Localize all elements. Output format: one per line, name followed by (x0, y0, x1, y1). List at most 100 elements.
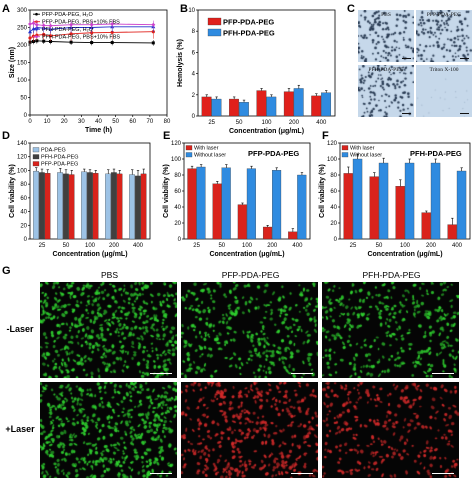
bar-e-1-2 (246, 168, 256, 240)
legend-marker-a-0 (35, 12, 38, 16)
bar-e-1-0 (196, 166, 206, 240)
scale-bar-g-1-2 (432, 472, 454, 474)
x-tick-label-a-1: 10 (44, 119, 51, 125)
y-tick-label-e-6: 120 (171, 141, 182, 147)
bar-d-0-3 (105, 173, 111, 240)
chart-f-pfh-laser-viability: 0 20 40 60 80 100 120 Cell viability (%) 25 50 100… (319, 141, 471, 258)
x-tick-label-f-2: 100 (400, 243, 411, 249)
legend-label-f-1: Without laser (350, 153, 382, 159)
bar-d-1-3 (110, 172, 117, 240)
x-tick-label-b-1: 50 (236, 120, 243, 126)
point-a-3-8 (151, 22, 156, 27)
bar-d-1-0 (38, 172, 45, 240)
y-tick-label-d-0: 0 (24, 237, 28, 243)
scale-bar-g-1-1 (291, 472, 313, 474)
chart-a-size-vs-time: 0 50 100 150 200 250 300 Size (nm) 0 10 20 30 40 50 60… (9, 8, 171, 134)
legend-label-b-0: PFP-PDA-PEG (223, 18, 274, 27)
legend-label-b-1: PFH-PDA-PEG (223, 29, 275, 38)
scale-bar-g-0-1 (291, 372, 313, 374)
scale-bar-c-2 (402, 112, 411, 114)
x-tick-label-b-2: 100 (261, 120, 272, 126)
bar-b-1-4 (321, 92, 332, 117)
y-tick-label-a-4: 200 (17, 43, 28, 49)
panel-label-e: E (163, 130, 170, 142)
y-tick-label-d-6: 120 (17, 155, 28, 161)
x-tick-label-d-1: 50 (63, 243, 70, 249)
bar-e-0-1 (212, 183, 222, 240)
scale-bar-g-0-2 (432, 372, 454, 374)
row-label-0: -Laser (6, 324, 34, 334)
legend-swatch-e-0 (185, 145, 193, 151)
y-tick-label-e-4: 80 (174, 173, 181, 179)
bar-d-2-0 (44, 173, 51, 240)
bar-e-0-4 (288, 231, 298, 240)
x-tick-label-e-4: 400 (292, 243, 303, 249)
y-tick-label-e-2: 40 (174, 205, 181, 211)
bar-e-1-1 (221, 167, 231, 240)
x-tick-label-a-8: 80 (164, 119, 171, 125)
bar-d-2-3 (116, 173, 123, 240)
chart-title-f: PFH-PDA-PEG (410, 149, 462, 158)
y-tick-label-a-3: 150 (17, 61, 28, 67)
legend-swatch-e-1 (185, 152, 193, 158)
y-tick-label-d-7: 140 (17, 141, 28, 147)
point-a-0-4 (49, 40, 53, 43)
bar-f-1-4 (456, 170, 467, 240)
x-axis-label-b: Concentration (μg/mL) (229, 128, 304, 135)
chart-title-e: PFP-PDA-PEG (248, 149, 299, 158)
bar-f-0-3 (421, 212, 431, 240)
x-tick-label-b-3: 200 (289, 120, 300, 126)
bar-d-0-4 (129, 174, 135, 240)
y-tick-label-b-0: 0 (192, 114, 196, 120)
bar-d-1-4 (134, 175, 141, 240)
column-header-2: PFH-PDA-PEG (362, 270, 421, 280)
fluorescence-image-0-0 (40, 282, 177, 378)
x-tick-label-a-7: 70 (147, 119, 154, 125)
bar-f-1-1 (378, 162, 389, 240)
bar-b-0-1 (229, 98, 239, 117)
bar-e-1-4 (297, 174, 307, 240)
y-tick-label-e-5: 100 (171, 157, 182, 163)
micrograph-tile-3: Triton X-100 (416, 65, 472, 117)
bar-b-1-3 (293, 88, 304, 117)
scale-bar-g-0-0 (150, 372, 172, 374)
micrograph-label-3: Triton X-100 (429, 67, 459, 73)
scale-bar-c-1 (460, 57, 469, 59)
x-tick-label-a-0: 0 (28, 119, 32, 125)
bar-d-2-1 (68, 174, 75, 240)
legend-swatch-d-1 (32, 154, 40, 160)
bar-d-1-2 (86, 172, 93, 240)
bar-d-0-0 (33, 170, 39, 240)
panel-label-g: G (2, 265, 11, 277)
y-axis-label-d: Cell viability (%) (9, 164, 16, 218)
y-tick-label-b-2: 4 (192, 72, 196, 78)
y-tick-label-f-5: 100 (327, 157, 338, 163)
bar-e-0-3 (262, 226, 273, 240)
bar-d-2-2 (92, 173, 99, 240)
point-a-0-7 (110, 41, 114, 45)
bar-b-0-0 (201, 96, 212, 117)
micrograph-tile-0: PBS (358, 10, 414, 62)
bar-f-0-1 (369, 176, 379, 240)
x-tick-label-e-0: 25 (193, 243, 200, 249)
x-tick-label-f-3: 200 (426, 243, 437, 249)
legend-label-d-2: PFP-PDA-PEG (41, 162, 78, 168)
bar-d-0-2 (81, 171, 87, 240)
bar-b-0-4 (311, 95, 322, 117)
column-header-1: PFP-PDA-PEG (221, 270, 280, 280)
legend-label-e-1: Without laser (194, 153, 226, 159)
x-tick-label-d-2: 100 (85, 243, 96, 249)
point-a-1-0 (28, 36, 32, 40)
y-tick-label-a-0: 0 (24, 113, 28, 119)
scale-bar-c-0 (402, 57, 411, 59)
legend-label-a-1: PFP-PDA-PEG, PBS+10% FBS (42, 20, 120, 26)
y-tick-label-f-2: 40 (330, 205, 337, 211)
x-tick-label-a-3: 30 (78, 119, 85, 125)
micrograph-label-1: PFP-PDA-PEG (426, 12, 462, 18)
point-a-3-5 (69, 22, 74, 27)
point-a-3-7 (110, 22, 115, 26)
y-tick-label-d-5: 100 (17, 168, 28, 174)
y-tick-label-b-3: 6 (192, 50, 196, 56)
bar-f-1-3 (430, 162, 441, 240)
